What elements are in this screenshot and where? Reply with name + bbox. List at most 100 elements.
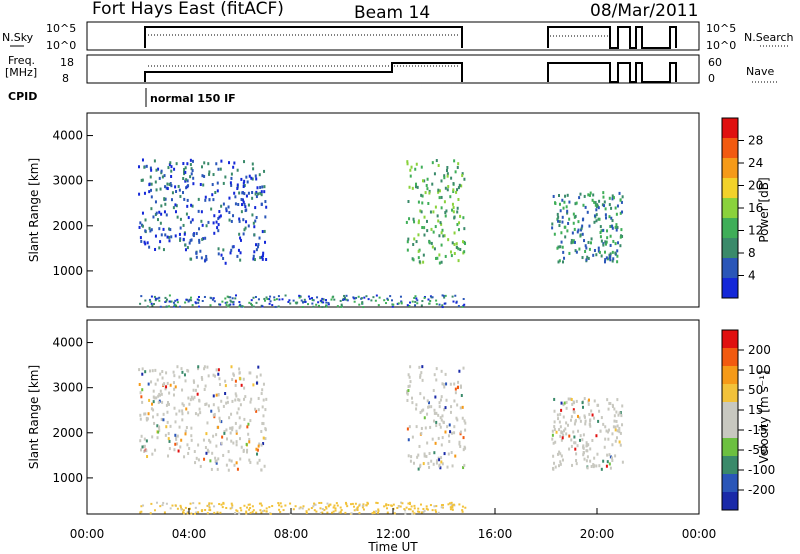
echo-cell: [179, 445, 182, 449]
echo-cell: [454, 170, 457, 174]
ground-scatter-cell: [292, 299, 295, 302]
echo-cell: [462, 448, 465, 452]
echo-cell: [241, 191, 244, 195]
ground-scatter-cell: [420, 511, 423, 514]
echo-cell: [145, 449, 148, 453]
echo-cell: [138, 368, 141, 372]
echo-cell: [230, 365, 233, 369]
echo-cell: [234, 383, 237, 387]
echo-cell: [411, 435, 414, 439]
echo-cell: [557, 215, 560, 219]
echo-cell: [452, 189, 455, 193]
echo-cell: [553, 425, 556, 429]
echo-cell: [574, 441, 577, 445]
echo-cell: [169, 383, 172, 387]
echo-cell: [436, 256, 439, 260]
ground-scatter-cell: [201, 299, 204, 302]
echo-cell: [195, 456, 198, 460]
echo-cell: [200, 219, 203, 223]
freq-tick-top: 18: [60, 56, 74, 69]
echo-cell: [409, 168, 412, 172]
echo-cell: [439, 425, 442, 429]
ground-scatter-cell: [428, 302, 431, 305]
echo-cell: [405, 220, 408, 224]
ground-scatter-cell: [450, 501, 453, 504]
echo-cell: [444, 186, 447, 190]
echo-cell: [419, 392, 422, 396]
echo-cell: [159, 240, 162, 244]
echo-cell: [421, 194, 424, 198]
echo-cell: [227, 468, 230, 472]
ground-scatter-cell: [353, 300, 356, 303]
echo-cell: [421, 226, 424, 230]
echo-cell: [462, 216, 465, 220]
echo-cell: [425, 454, 428, 458]
freq-traces: [144, 62, 677, 83]
echo-cell: [156, 218, 159, 222]
echo-cell: [229, 426, 232, 430]
echo-cell: [226, 437, 229, 441]
ground-scatter-cell: [213, 511, 216, 514]
ground-scatter-cell: [246, 506, 249, 509]
echo-cell: [179, 217, 182, 221]
echo-cell: [435, 459, 438, 463]
echo-cell: [184, 429, 187, 433]
ground-scatter-cell: [250, 299, 253, 302]
echo-cell: [453, 242, 456, 246]
ground-scatter-cell: [358, 512, 361, 515]
echo-cell: [189, 239, 192, 243]
echo-cell: [190, 203, 193, 207]
ground-scatter-cell: [407, 502, 410, 505]
nave-tick-bottom: 0: [708, 72, 715, 85]
ground-scatter-cell: [411, 300, 414, 303]
echo-cell: [409, 174, 412, 178]
echo-cell: [190, 238, 193, 242]
echo-cell: [602, 191, 605, 195]
ground-scatter-cell: [435, 299, 438, 302]
ground-scatter-cell: [372, 296, 375, 299]
ground-scatter-cell: [226, 295, 229, 298]
ground-scatter-cell: [450, 503, 453, 506]
echo-cell: [186, 204, 189, 208]
echo-cell: [159, 389, 162, 393]
echo-cell: [440, 369, 443, 373]
ground-scatter-cell: [152, 303, 155, 306]
echo-cell: [435, 411, 438, 415]
echo-cell: [213, 412, 216, 416]
echo-cell: [179, 237, 182, 241]
echo-cell: [236, 254, 239, 258]
ground-scatter-cell: [431, 509, 434, 512]
echo-cell: [444, 254, 447, 258]
echo-cell: [192, 182, 195, 186]
echo-cell: [263, 169, 266, 173]
echo-cell: [434, 205, 437, 209]
echo-cell: [148, 369, 151, 373]
echo-cell: [425, 219, 428, 223]
echo-cell: [423, 179, 426, 183]
echo-cell: [453, 425, 456, 429]
echo-cell: [572, 400, 575, 404]
echo-cell: [139, 221, 142, 225]
colorbar-cell: [722, 258, 738, 278]
echo-cell: [257, 365, 260, 369]
ground-scatter-cell: [353, 297, 356, 300]
echo-cell: [586, 466, 589, 470]
colorbar-tick-label: 4: [748, 269, 756, 283]
echo-cell: [185, 426, 188, 430]
echo-cell: [573, 435, 576, 439]
echo-cell: [141, 211, 144, 215]
echo-cell: [599, 231, 602, 235]
echo-cell: [227, 450, 230, 454]
ground-scatter-cell: [443, 296, 446, 299]
echo-cell: [611, 250, 614, 254]
ground-scatter-cell: [153, 295, 156, 298]
ground-scatter-cell: [229, 299, 232, 302]
echo-cell: [175, 204, 178, 208]
ground-scatter-cell: [345, 294, 348, 297]
ground-scatter-cell: [142, 504, 145, 507]
echo-cell: [567, 221, 570, 225]
echo-cell: [416, 455, 419, 459]
echo-cell: [197, 367, 200, 371]
echo-cell: [551, 222, 554, 226]
echo-cell: [241, 203, 244, 207]
